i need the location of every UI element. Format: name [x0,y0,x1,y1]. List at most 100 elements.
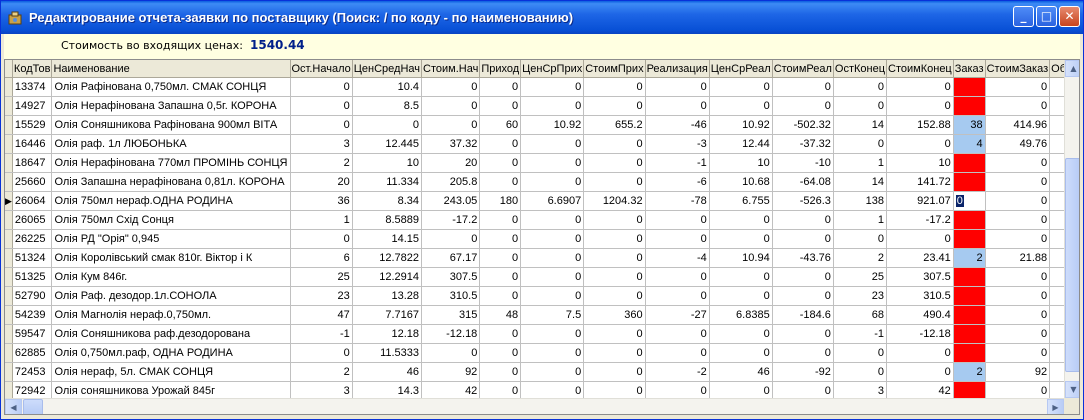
value-cell[interactable]: -3 [645,134,710,154]
column-header[interactable]: СтоимЗаказ [985,60,1051,78]
value-cell[interactable]: 10.94 [709,248,773,268]
value-cell[interactable]: 0 [833,96,888,116]
value-cell[interactable]: 23 [833,286,888,306]
value-cell[interactable]: 0 [520,229,585,249]
value-cell[interactable]: 0 [520,134,585,154]
value-cell[interactable]: 0 [985,172,1051,192]
value-cell[interactable]: 12.445 [352,134,423,154]
row-indicator[interactable] [5,153,13,173]
value-cell[interactable]: 0 [479,77,522,97]
product-code-cell[interactable]: 72453 [12,362,53,382]
value-cell[interactable]: 0 [520,267,585,287]
value-cell[interactable]: 0 [709,267,773,287]
value-cell[interactable]: 12.2914 [352,267,423,287]
close-button[interactable]: ✕ [1059,6,1080,27]
value-cell[interactable]: 10 [709,153,773,173]
table-row[interactable]: 26065 Олія 750мл Схід Сонця 1 8.5889 -17.2 0 0… [5,210,1079,230]
value-cell[interactable]: 25 [290,267,353,287]
value-cell[interactable]: 0 [583,96,646,116]
value-cell[interactable]: -184.6 [772,305,834,325]
value-cell[interactable]: 141.72 [886,172,954,192]
row-indicator[interactable] [5,210,13,230]
row-indicator[interactable] [5,115,13,135]
table-row[interactable]: 18647 Олія Нерафінована 770мл ПРОМІНЬ СОН… [5,153,1079,173]
order-cell[interactable]: 0 [953,191,986,211]
value-cell[interactable]: 25 [833,267,888,287]
value-cell[interactable]: 7.5 [520,305,585,325]
order-cell[interactable]: 0 [953,324,986,344]
value-cell[interactable]: 2 [290,362,353,382]
order-cell[interactable]: 4 [953,134,986,154]
value-cell[interactable]: 7.7167 [352,305,423,325]
value-cell[interactable]: 0 [985,305,1051,325]
value-cell[interactable]: 14.15 [352,229,423,249]
value-cell[interactable]: 21.88 [985,248,1051,268]
value-cell[interactable]: -12.18 [886,324,954,344]
value-cell[interactable]: 6 [290,248,353,268]
value-cell[interactable]: 0 [833,229,888,249]
product-name-cell[interactable]: Олія Раф. дезодор.1л.СОНОЛА [51,286,291,306]
value-cell[interactable]: 0 [290,229,353,249]
product-code-cell[interactable]: 16446 [12,134,53,154]
product-code-cell[interactable]: 14927 [12,96,53,116]
column-header[interactable]: ЦенСрПрих [520,60,585,78]
value-cell[interactable]: 138 [833,191,888,211]
product-code-cell[interactable]: 26064 [12,191,53,211]
value-cell[interactable]: 23 [290,286,353,306]
order-input[interactable]: 0 [955,195,964,207]
value-cell[interactable]: 0 [290,115,353,135]
product-code-cell[interactable]: 51324 [12,248,53,268]
value-cell[interactable]: 0 [520,153,585,173]
value-cell[interactable]: 0 [290,343,353,363]
product-code-cell[interactable]: 26225 [12,229,53,249]
value-cell[interactable]: 48 [479,305,522,325]
value-cell[interactable]: 0 [479,286,522,306]
table-row[interactable]: 13374 Олія Рафінована 0,750мл. СМАК СОНЦЯ… [5,77,1079,97]
value-cell[interactable]: 0 [479,229,522,249]
row-indicator[interactable] [5,229,13,249]
value-cell[interactable]: 0 [520,96,585,116]
product-code-cell[interactable]: 59547 [12,324,53,344]
value-cell[interactable]: 0 [520,324,585,344]
value-cell[interactable]: 0 [479,362,522,382]
value-cell[interactable]: 8.34 [352,191,423,211]
value-cell[interactable]: 0 [709,96,773,116]
value-cell[interactable]: 0 [772,210,834,230]
row-indicator[interactable] [5,267,13,287]
value-cell[interactable]: 0 [290,96,353,116]
value-cell[interactable]: 0 [985,324,1051,344]
value-cell[interactable]: 0 [886,134,954,154]
scroll-left-icon[interactable]: ◀ [5,399,22,414]
value-cell[interactable]: 37.32 [421,134,481,154]
order-cell[interactable]: 0 [953,229,986,249]
column-header[interactable]: Ост.Начало [290,60,353,78]
product-name-cell[interactable]: Олія Рафінована 0,750мл. СМАК СОНЦЯ [51,77,291,97]
row-indicator[interactable] [5,305,13,325]
product-code-cell[interactable]: 52790 [12,286,53,306]
scroll-down-icon[interactable]: ▼ [1065,381,1079,398]
value-cell[interactable]: 0 [520,172,585,192]
order-cell[interactable]: 0 [953,286,986,306]
value-cell[interactable]: 2 [290,153,353,173]
value-cell[interactable]: 0 [772,77,834,97]
value-cell[interactable]: 0 [583,229,646,249]
value-cell[interactable]: 0 [645,229,710,249]
value-cell[interactable]: -43.76 [772,248,834,268]
table-row[interactable]: 15529 Олія Соняшникова Рафінована 900мл В… [5,115,1079,135]
value-cell[interactable]: 10.4 [352,77,423,97]
order-cell[interactable]: 0 [953,153,986,173]
value-cell[interactable]: -2 [645,362,710,382]
product-name-cell[interactable]: Олія Нерафінована 770мл ПРОМІНЬ СОНЦЯ [51,153,291,173]
value-cell[interactable]: 11.334 [352,172,423,192]
value-cell[interactable]: 0 [352,115,423,135]
column-header[interactable]: Приход [479,60,522,78]
value-cell[interactable]: -37.32 [772,134,834,154]
value-cell[interactable]: 0 [985,153,1051,173]
value-cell[interactable]: 414.96 [985,115,1051,135]
value-cell[interactable]: 6.6907 [520,191,585,211]
column-header[interactable]: ОстКонец [833,60,888,78]
value-cell[interactable]: 655.2 [583,115,646,135]
product-code-cell[interactable]: 13374 [12,77,53,97]
value-cell[interactable]: 0 [985,343,1051,363]
order-cell[interactable]: 0 [953,96,986,116]
